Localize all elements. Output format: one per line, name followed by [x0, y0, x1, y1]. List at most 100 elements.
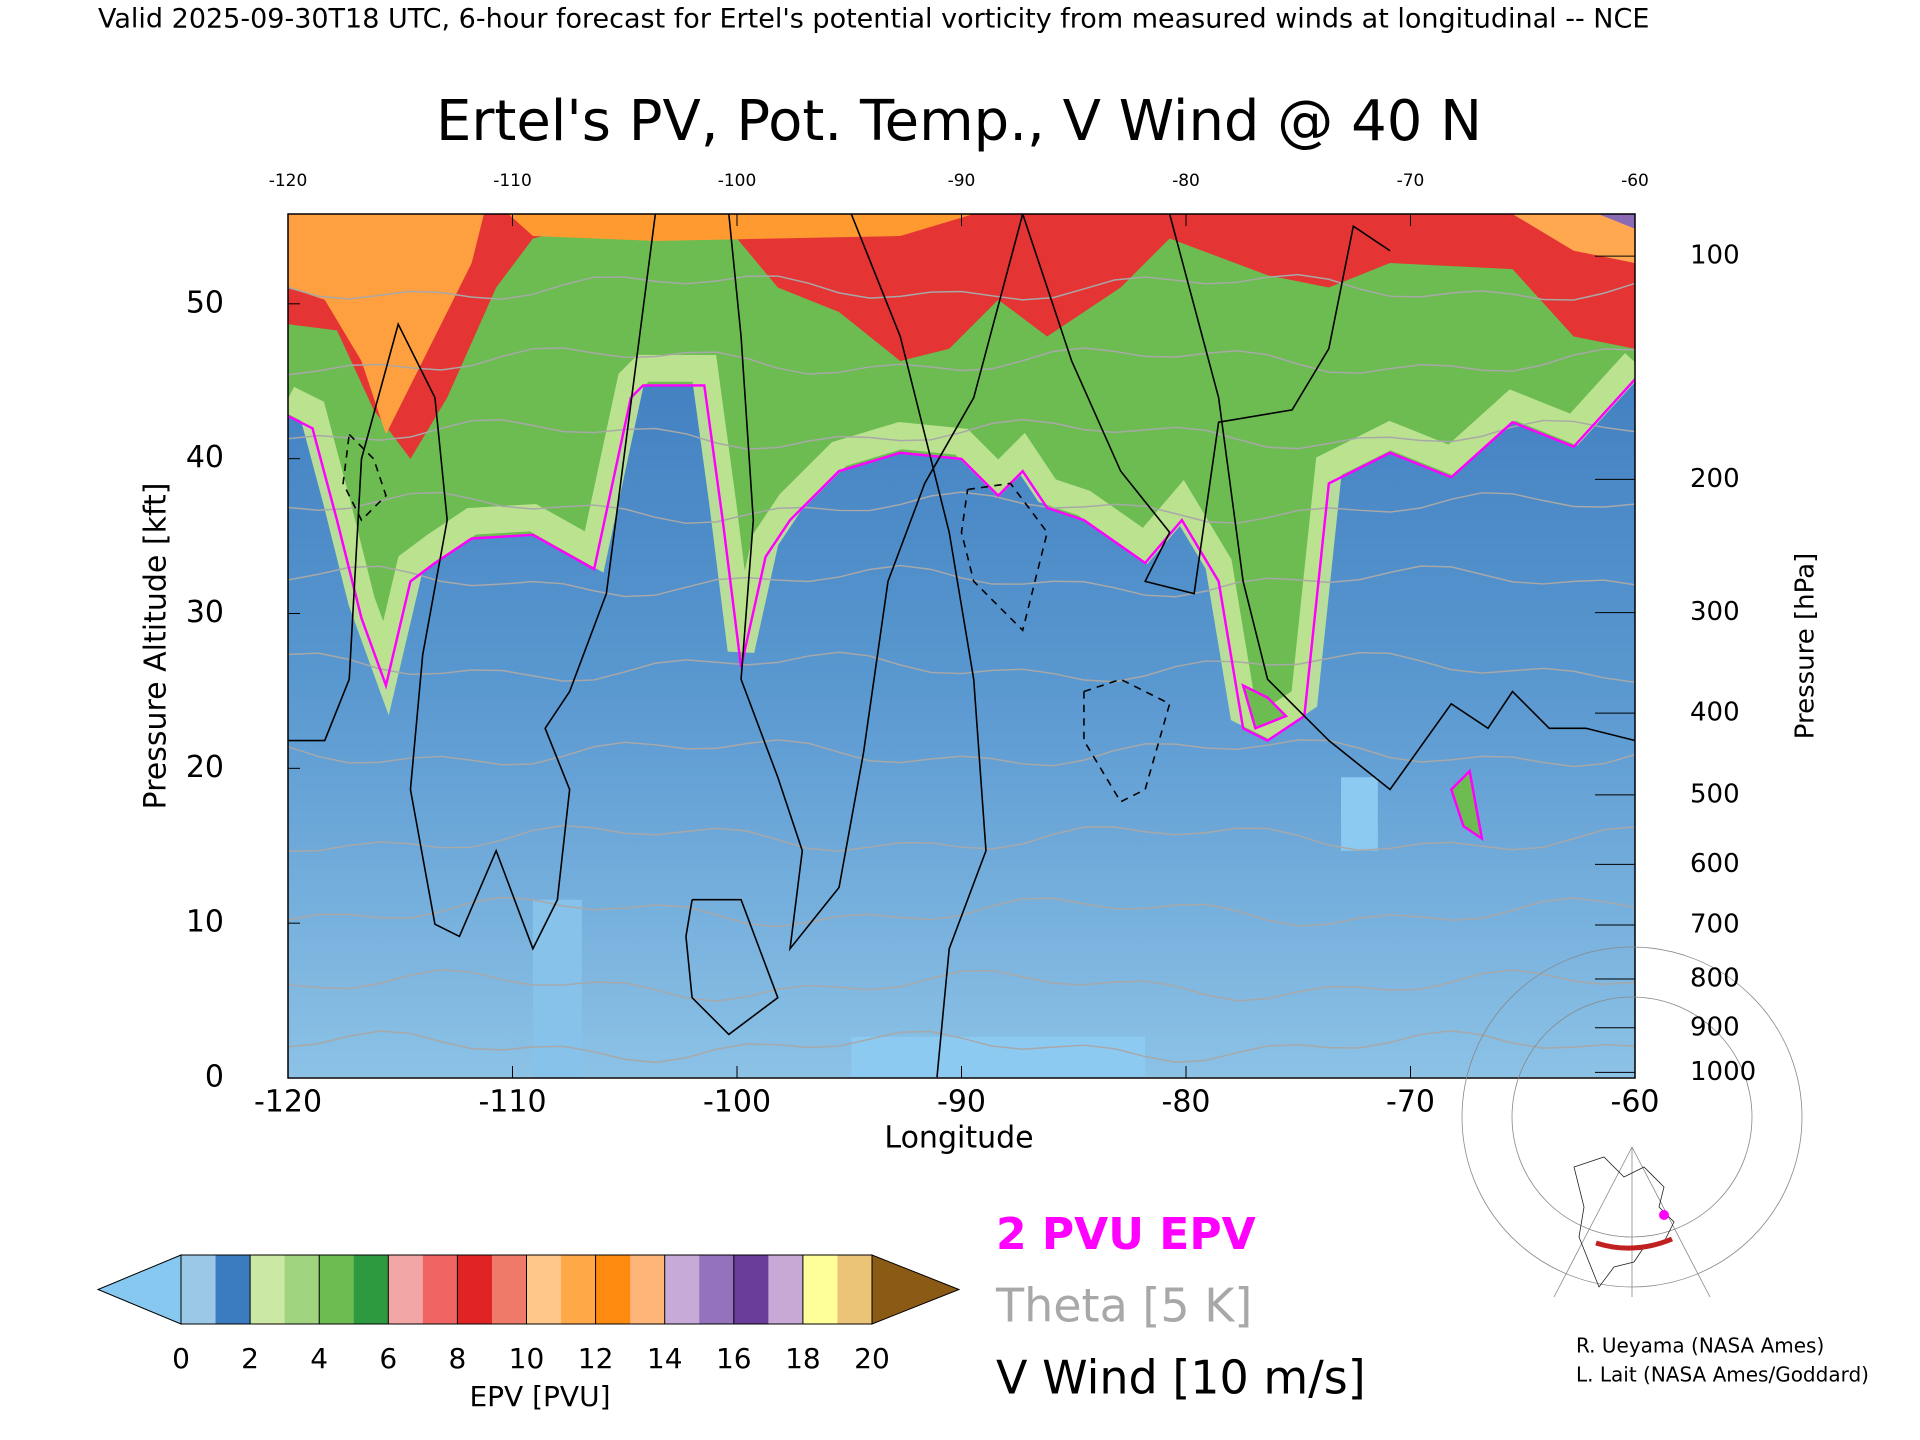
y-tick-label: 0 [205, 1060, 224, 1095]
wind-contour [288, 214, 657, 951]
y2-tick-label: 100 [1690, 241, 1740, 271]
map-graticule [1631, 1146, 1711, 1298]
y2-tick-label: 500 [1690, 779, 1740, 809]
theta-contour [288, 969, 1635, 1002]
wind-contours [288, 214, 1635, 1078]
epv-fill [288, 214, 1635, 741]
colorbar-cell [526, 1255, 562, 1324]
y-tick-label: 20 [186, 750, 224, 785]
colorbar-cell [802, 1255, 838, 1324]
x-tick-label: -120 [254, 1085, 322, 1120]
epv-fill [1341, 777, 1378, 851]
y-tick-label: 50 [186, 285, 224, 320]
colorbar-cell [215, 1255, 251, 1324]
colorbar-over [871, 1254, 961, 1325]
x-tick-label: -90 [937, 1085, 986, 1120]
colorbar-cell [630, 1255, 666, 1324]
colorbar-cell [457, 1255, 493, 1324]
theta-contour [288, 824, 1635, 852]
field [288, 214, 1635, 1078]
epv-fill [288, 214, 484, 435]
y-tick-label: 10 [186, 905, 224, 940]
epv-fill [1512, 214, 1635, 263]
colorbar-cell [388, 1255, 424, 1324]
x-top-tick-label: -100 [718, 171, 757, 191]
colorbar-tick-label: 14 [647, 1342, 683, 1375]
y-tick-label: 30 [186, 595, 224, 630]
chart-title: Ertel's PV, Pot. Temp., V Wind @ 40 N [436, 89, 1482, 154]
colorbar-tick-label: 20 [854, 1342, 890, 1375]
colorbar-cell [595, 1255, 631, 1324]
colorbar-label: EPV [PVU] [469, 1380, 610, 1413]
colorbar-cell [699, 1255, 735, 1324]
locator-map [1461, 946, 1803, 1298]
y2-axis-label: Pressure [hPa] [1791, 553, 1821, 740]
x-top-tick-label: -90 [948, 171, 976, 191]
x-top-tick-label: -120 [269, 171, 308, 191]
y2-tick-label: 300 [1690, 597, 1740, 627]
theta-contour [288, 1030, 1635, 1064]
colorbar-cell [181, 1255, 217, 1324]
wind-contour [342, 433, 387, 522]
colorbar-tick-label: 8 [448, 1342, 466, 1375]
theta-contour [288, 491, 1635, 525]
theta-contour [288, 564, 1635, 598]
legend-entry: 2 PVU EPV [996, 1209, 1256, 1260]
y2-tick-label: 700 [1690, 910, 1740, 940]
colorbar-tick-label: 18 [785, 1342, 821, 1375]
pv2-contour [1449, 768, 1484, 842]
colorbar-under [96, 1254, 182, 1325]
credit: R. Ueyama (NASA Ames) [1576, 1334, 1824, 1358]
pv2-contour [288, 378, 1635, 742]
y2-tick-label: 900 [1690, 1012, 1740, 1042]
y-tick-label: 40 [186, 440, 224, 475]
x-top-tick-label: -110 [493, 171, 532, 191]
x-tick-label: -100 [703, 1085, 771, 1120]
colorbar-cell [733, 1255, 769, 1324]
x-tick-label: -80 [1162, 1085, 1211, 1120]
colorbar-cell [561, 1255, 597, 1324]
y2-tick-label: 800 [1690, 964, 1740, 994]
theta-contour [288, 418, 1635, 450]
credit: L. Lait (NASA Ames/Goddard) [1576, 1363, 1869, 1387]
x-tick-label: -70 [1386, 1085, 1435, 1120]
x-top-tick-label: -60 [1621, 171, 1649, 191]
legend: 2 PVU EPV Theta [5 K] V Wind [10 m/s] [995, 1209, 1366, 1405]
theta-contour [288, 347, 1635, 376]
y-axis-label: Pressure Altitude [kft] [139, 483, 174, 810]
x-tick-label: -60 [1611, 1085, 1660, 1120]
colorbar-cell [353, 1255, 389, 1324]
colorbar-tick-label: 0 [172, 1342, 190, 1375]
map-section [1595, 1236, 1673, 1251]
epv-fill [851, 1036, 1146, 1078]
x-top-tick-label: -80 [1172, 171, 1200, 191]
colorbar-cell [768, 1255, 804, 1324]
colorbar-cell [319, 1255, 355, 1324]
y2-tick-label: 600 [1690, 849, 1740, 879]
wind-contour [1021, 214, 1391, 595]
epv-fill [508, 214, 974, 241]
x-tick-label: -110 [478, 1085, 546, 1120]
theta-contour [288, 651, 1635, 683]
y2-tick-label: 400 [1690, 698, 1740, 728]
wind-contour [850, 214, 987, 1078]
theta-contour [288, 273, 1635, 301]
colorbar-cell [837, 1255, 873, 1324]
wind-contour [1168, 214, 1635, 791]
y2-tick-label: 1000 [1690, 1057, 1756, 1087]
colorbar-tick-label: 4 [310, 1342, 328, 1375]
legend-entry: Theta [5 K] [995, 1279, 1252, 1333]
colorbar-tick-label: 10 [509, 1342, 545, 1375]
y2-tick-label: 200 [1690, 464, 1740, 494]
epv-fill [532, 899, 582, 1078]
map-marker [1659, 1210, 1669, 1220]
wind-contour [960, 482, 1049, 632]
pv2-contour [1241, 683, 1289, 730]
epv-fill [288, 353, 1635, 739]
legend-entry: V Wind [10 m/s] [996, 1351, 1366, 1405]
wind-contour [728, 214, 1024, 952]
colorbar-tick-label: 12 [578, 1342, 614, 1375]
colorbar-cell [422, 1255, 458, 1324]
colorbar-tick-label: 2 [241, 1342, 259, 1375]
